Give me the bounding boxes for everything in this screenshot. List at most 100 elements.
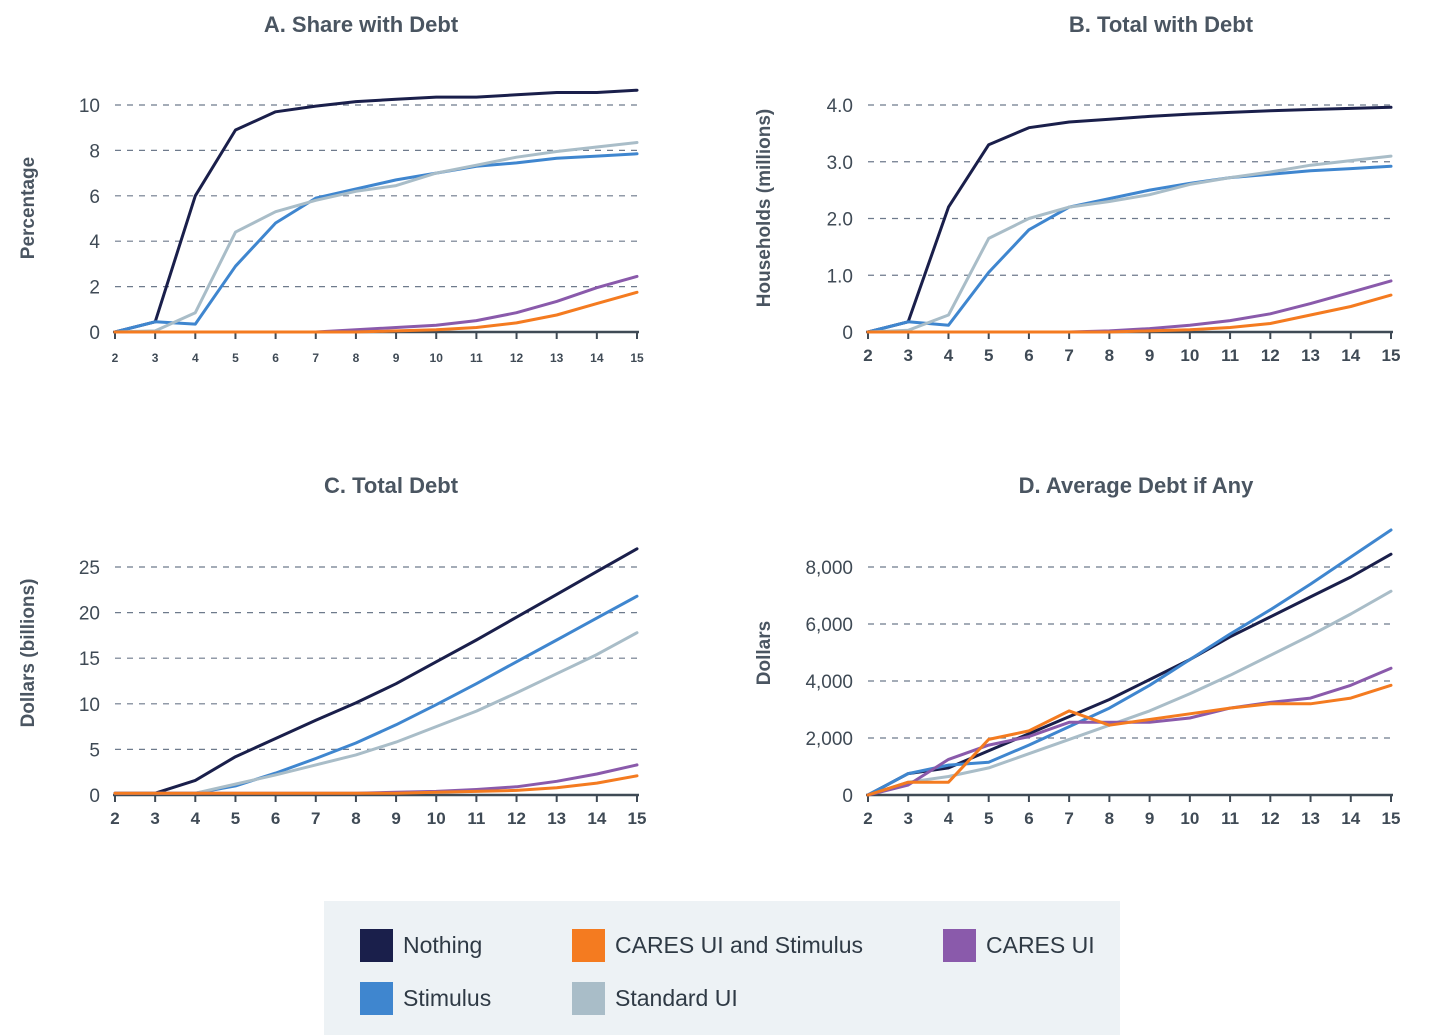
x-tick-label: 2 bbox=[112, 351, 119, 365]
legend-label: Standard UI bbox=[615, 985, 738, 1011]
x-tick-label: 12 bbox=[1261, 346, 1280, 365]
series-line-stimulus bbox=[866, 164, 1393, 334]
x-tick-label: 15 bbox=[630, 351, 644, 365]
x-tick-label: 15 bbox=[1382, 346, 1401, 365]
x-tick-label: 5 bbox=[984, 809, 993, 828]
x-tick-label: 12 bbox=[1261, 809, 1280, 828]
x-tick-label: 12 bbox=[510, 351, 524, 365]
y-axis-label: Households (millions) bbox=[754, 109, 775, 307]
y-tick-label: 0 bbox=[842, 323, 853, 344]
legend-label: Stimulus bbox=[403, 985, 492, 1011]
series-line-nothing bbox=[113, 88, 639, 334]
legend-item-cares-ui-and-stimulus: CARES UI and Stimulus bbox=[572, 929, 863, 962]
x-tick-label: 3 bbox=[150, 809, 159, 828]
x-tick-label: 2 bbox=[863, 809, 872, 828]
x-tick-label: 2 bbox=[863, 346, 872, 365]
x-tick-label: 9 bbox=[1145, 346, 1154, 365]
legend-label: CARES UI and Stimulus bbox=[615, 932, 863, 958]
legend-item-nothing: Nothing bbox=[360, 929, 482, 962]
y-tick-label: 20 bbox=[79, 604, 100, 625]
series-line-cares-ui-and-stimulus bbox=[866, 683, 1393, 797]
x-tick-label: 3 bbox=[903, 809, 912, 828]
x-tick-label: 15 bbox=[628, 809, 647, 828]
series-line-nothing bbox=[866, 552, 1393, 797]
legend-swatch-nothing bbox=[360, 929, 393, 962]
y-tick-label: 0 bbox=[89, 323, 100, 344]
y-tick-label: 25 bbox=[79, 558, 100, 579]
x-tick-label: 8 bbox=[353, 351, 360, 365]
legend: Nothing CARES UI and Stimulus CARES UI S… bbox=[324, 901, 1120, 1035]
x-tick-label: 6 bbox=[1024, 809, 1033, 828]
x-tick-label: 11 bbox=[467, 809, 485, 828]
y-tick-label: 1.0 bbox=[827, 266, 853, 287]
x-tick-label: 4 bbox=[944, 346, 954, 365]
x-tick-label: 11 bbox=[470, 351, 483, 365]
legend-swatch-cares-ui-and-stimulus bbox=[572, 929, 605, 962]
x-tick-label: 8 bbox=[351, 809, 360, 828]
x-tick-label: 13 bbox=[547, 809, 566, 828]
chart-panel-b: B. Total with Debt Households (millions) 0… bbox=[754, 12, 1400, 365]
y-axis-label: Dollars (billions) bbox=[18, 579, 39, 728]
series-line-standard-ui bbox=[113, 141, 639, 334]
x-tick-label: 13 bbox=[1301, 346, 1320, 365]
x-tick-label: 10 bbox=[427, 809, 446, 828]
x-tick-label: 15 bbox=[1382, 809, 1401, 828]
y-tick-label: 3.0 bbox=[827, 153, 853, 174]
x-tick-label: 5 bbox=[231, 809, 240, 828]
y-tick-label: 6 bbox=[89, 187, 100, 208]
y-tick-label: 0 bbox=[89, 786, 100, 807]
legend-label: CARES UI bbox=[986, 932, 1095, 958]
series-line-cares-ui-and-stimulus bbox=[113, 774, 639, 795]
x-tick-label: 3 bbox=[152, 351, 159, 365]
series-line-standard-ui bbox=[113, 631, 639, 795]
chart-title: C. Total Debt bbox=[324, 473, 459, 498]
y-tick-label: 4.0 bbox=[827, 96, 853, 117]
y-tick-label: 4 bbox=[89, 232, 100, 253]
x-tick-label: 8 bbox=[1105, 346, 1114, 365]
series-line-nothing bbox=[113, 547, 639, 795]
x-tick-label: 13 bbox=[550, 351, 564, 365]
legend-item-cares-ui: CARES UI bbox=[943, 929, 1095, 962]
legend-label: Nothing bbox=[403, 932, 483, 958]
x-tick-label: 5 bbox=[984, 346, 993, 365]
y-tick-label: 2.0 bbox=[827, 210, 853, 231]
y-tick-label: 4,000 bbox=[805, 672, 853, 693]
y-tick-label: 10 bbox=[79, 96, 100, 117]
x-tick-label: 14 bbox=[1341, 346, 1360, 365]
x-tick-label: 7 bbox=[312, 351, 319, 365]
y-tick-label: 2,000 bbox=[805, 729, 853, 750]
x-tick-label: 6 bbox=[272, 351, 279, 365]
x-tick-label: 14 bbox=[590, 351, 604, 365]
y-tick-label: 0 bbox=[842, 786, 853, 807]
chart-title: B. Total with Debt bbox=[1069, 12, 1254, 37]
x-tick-label: 9 bbox=[1145, 809, 1154, 828]
x-tick-label: 3 bbox=[903, 346, 912, 365]
legend-swatch-cares-ui bbox=[943, 929, 976, 962]
x-tick-label: 7 bbox=[1064, 809, 1073, 828]
x-tick-label: 10 bbox=[1180, 809, 1199, 828]
x-tick-label: 4 bbox=[944, 809, 954, 828]
legend-swatch-stimulus bbox=[360, 982, 393, 1015]
x-tick-label: 10 bbox=[1180, 346, 1199, 365]
x-tick-label: 12 bbox=[507, 809, 526, 828]
series-line-cares-ui-and-stimulus bbox=[113, 290, 639, 334]
x-tick-label: 14 bbox=[587, 809, 606, 828]
x-tick-label: 11 bbox=[1221, 809, 1239, 828]
x-tick-label: 7 bbox=[1064, 346, 1073, 365]
series-line-stimulus bbox=[866, 528, 1393, 797]
y-tick-label: 5 bbox=[89, 740, 100, 761]
x-tick-label: 13 bbox=[1301, 809, 1320, 828]
series-line-stimulus bbox=[113, 152, 639, 334]
y-tick-label: 15 bbox=[79, 649, 100, 670]
chart-panel-d: D. Average Debt if Any Dollars 0 2,000 4,000… bbox=[754, 473, 1400, 828]
x-tick-label: 6 bbox=[271, 809, 280, 828]
x-tick-label: 14 bbox=[1341, 809, 1360, 828]
x-tick-label: 9 bbox=[391, 809, 400, 828]
series-line-nothing bbox=[866, 105, 1393, 334]
y-tick-label: 6,000 bbox=[805, 615, 853, 636]
legend-swatch-standard-ui bbox=[572, 982, 605, 1015]
y-tick-label: 10 bbox=[79, 695, 100, 716]
chart-title: A. Share with Debt bbox=[264, 12, 459, 37]
x-tick-label: 4 bbox=[192, 351, 199, 365]
